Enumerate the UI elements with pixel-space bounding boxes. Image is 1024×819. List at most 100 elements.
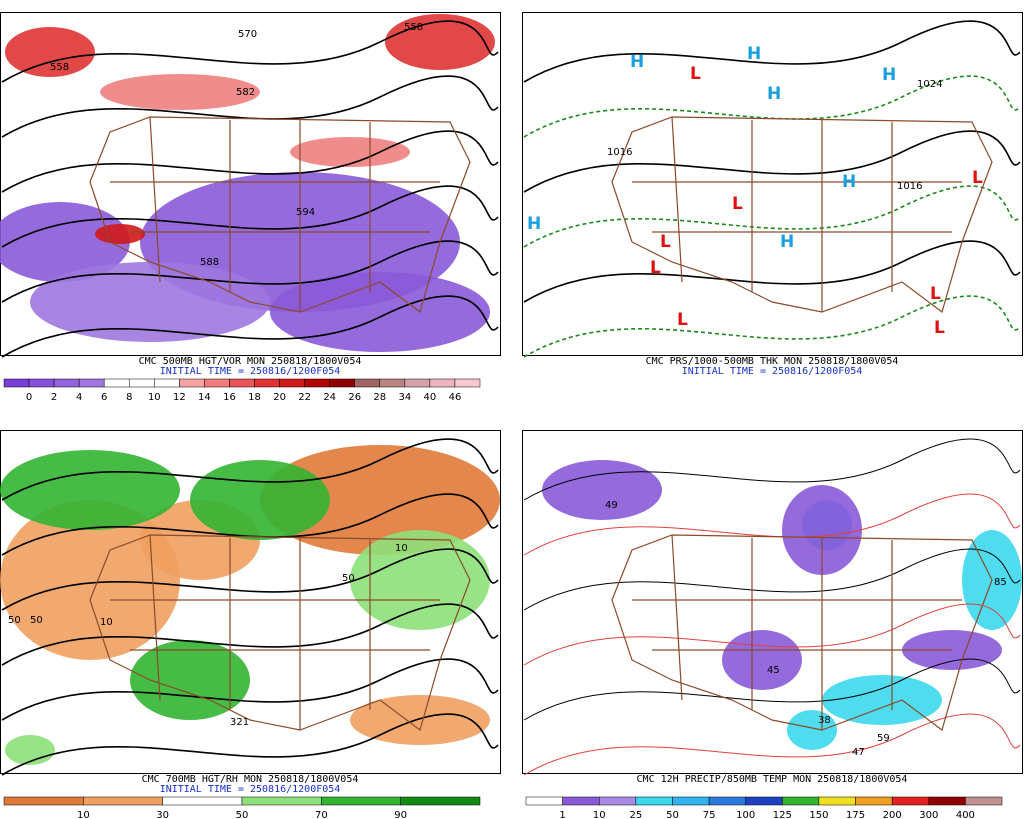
colorbar-swatch [329,378,355,388]
map-label: H [630,52,644,72]
shaded-area [822,675,942,725]
colorbar-label: 20 [273,392,286,403]
contour [1,493,499,556]
colorbar-label: 200 [883,810,902,819]
shaded-area [787,710,837,750]
contour [523,130,1021,193]
border [611,116,993,314]
contour [1,658,499,721]
border [89,116,471,314]
colorbar-swatch [429,378,456,388]
contour [523,548,1021,611]
colorbar-swatch [279,378,305,388]
border [89,534,471,732]
colorbar-label: 300 [919,810,938,819]
colorbar-label: 2 [51,392,57,403]
map-content [0,14,499,358]
contour [523,713,1021,776]
shaded-area [782,485,862,575]
shaded-area [5,27,95,77]
shaded-area [722,630,802,690]
panel-subtitle: INITIAL TIME = 250816/1200F054 [682,366,863,377]
border [611,534,993,732]
shaded-area [95,224,145,244]
colorbar-label: 18 [248,392,261,403]
colorbar-label: 90 [394,810,407,819]
colorbar-label: 0 [26,392,32,403]
colorbar-swatch [400,796,481,806]
colorbar-label: 46 [449,392,462,403]
map-label: 59 [877,733,890,744]
contour [523,295,1021,358]
colorbar-swatch [179,378,205,388]
shaded-area [260,445,500,555]
colorbar-label: 10 [593,810,606,819]
map-label: H [747,44,761,64]
colorbar-label: 12 [173,392,186,403]
colorbar-label: 25 [629,810,642,819]
contour [1,75,499,138]
map-content [0,438,500,776]
colorbar-swatch [855,796,893,806]
map-label: 50 [342,573,355,584]
colorbar-label: 30 [156,810,169,819]
colorbar-label: 175 [846,810,865,819]
map-label: L [650,258,661,278]
map-label: 49 [605,500,618,511]
colorbar-label: 50 [666,810,679,819]
map-label: 45 [767,665,780,676]
map-label: H [767,84,781,104]
colorbar-label: 14 [198,392,211,403]
map-label: L [690,64,701,84]
shaded-area [0,450,180,530]
panel-title: CMC 700MB HGT/RH MON 250818/1800V054 [142,774,359,785]
contour [523,75,1021,138]
contour [1,548,499,611]
map-label: H [842,172,856,192]
map-label: L [930,284,941,304]
panel-title: CMC 500MB HGT/VOR MON 250818/1800V054 [139,356,362,367]
contour [523,20,1021,83]
map-label: 10 [395,543,408,554]
map-label: L [972,168,983,188]
colorbar-swatch [379,378,406,388]
shaded-area [270,272,490,352]
colorbar-label: 26 [348,392,361,403]
map-label: 50 [8,615,21,626]
colorbar-label: 40 [424,392,437,403]
shaded-area [542,460,662,520]
map-label: 1016 [607,147,632,158]
map-label: H [527,214,541,234]
colorbar-swatch [204,378,230,388]
contour [523,603,1021,666]
shaded-area [0,202,130,282]
map-panel: CMC 500MB HGT/VOR MON 250818/1800V054INI… [0,12,501,403]
map-label: 1016 [897,181,922,192]
colorbar-label: 16 [223,392,236,403]
map-label: 582 [236,87,255,98]
map-label: 50 [30,615,43,626]
colorbar-swatch [782,796,820,806]
map-label: 47 [852,747,865,758]
contour [1,295,499,358]
colorbar-swatch [525,796,563,806]
map-label: 558 [404,22,423,33]
colorbar-swatch [162,796,243,806]
contour [1,240,499,303]
shaded-area [100,74,260,110]
contour [523,240,1021,303]
colorbar-label: 125 [773,810,792,819]
contour [1,438,499,501]
colorbar-label: 8 [126,392,132,403]
map-label: 85 [994,577,1007,588]
shaded-area [130,640,250,720]
colorbar-label: 75 [703,810,716,819]
panel-subtitle: INITIAL TIME = 250816/1200F054 [160,784,341,795]
contour [1,20,499,83]
colorbar-swatch [103,378,130,388]
colorbar-swatch [818,796,856,806]
shaded-area [385,14,495,70]
shaded-area [190,460,330,540]
colorbar-label: 10 [148,392,161,403]
